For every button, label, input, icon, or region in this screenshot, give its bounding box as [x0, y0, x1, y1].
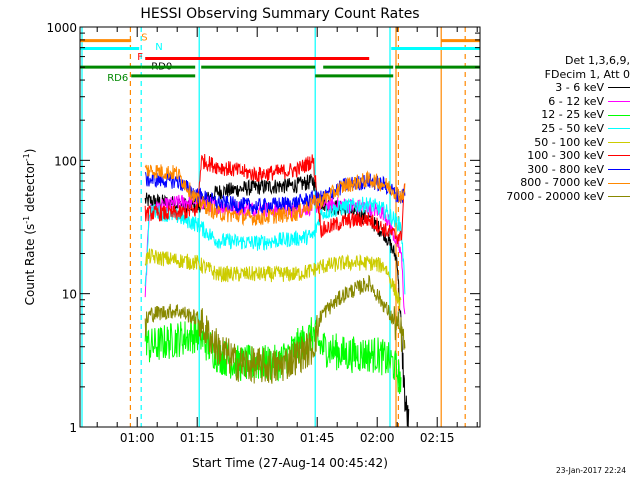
legend-label: 12 - 25 keV: [541, 108, 604, 122]
legend-label: 25 - 50 keV: [541, 121, 604, 135]
x-tick-label-01-45: 01:45: [300, 431, 335, 445]
legend-swatch: [608, 196, 630, 198]
series-25-50-kev: [144, 196, 406, 295]
series-6-12-kev: [144, 193, 406, 315]
legend-swatch: [608, 182, 630, 184]
legend-swatch: [608, 141, 630, 143]
legend-swatch: [608, 87, 630, 89]
x-tick-label-01-30: 01:30: [240, 431, 275, 445]
legend-entry-50-100-kev: 50 - 100 keV: [478, 136, 630, 150]
series-800-7000-kev: [144, 164, 406, 227]
legend-entry-3-6-kev: 3 - 6 keV: [478, 81, 630, 95]
timestamp: 23-Jan-2017 22:24: [556, 466, 627, 475]
y-axis-label: Count Rate (s-1 detector-1): [22, 149, 37, 306]
x-axis-label: Start Time (27-Aug-14 00:45:42): [192, 456, 388, 470]
legend-swatch: [608, 114, 630, 116]
y-tick-label-1: 1: [69, 421, 77, 435]
series-7000-20000-kev: [144, 274, 406, 384]
y-tick-label-10: 10: [62, 288, 77, 302]
legend-label: 300 - 800 keV: [527, 162, 604, 176]
flag-label-s: S: [141, 32, 147, 43]
chart-title: HESSI Observing Summary Count Rates: [140, 6, 419, 22]
legend-header-line-2: FDecim 1, Att 0: [544, 67, 630, 81]
legend-label: 7000 - 20000 keV: [506, 189, 604, 203]
series-12-25-kev: [144, 316, 402, 395]
flag-label-rd6: RD6: [107, 73, 128, 84]
legend-entry-100-300-kev: 100 - 300 keV: [478, 149, 630, 163]
legend-label: 100 - 300 keV: [527, 149, 604, 163]
legend-entry-800-7000-kev: 800 - 7000 keV: [478, 176, 630, 190]
legend-label: 3 - 6 keV: [555, 81, 604, 95]
flag-label-f: F: [137, 52, 143, 63]
legend-swatch: [608, 155, 630, 157]
legend-header-line-1: Det 1,3,6,9,: [564, 54, 630, 67]
y-axis: 1 10 100 1000: [46, 21, 480, 435]
x-tick-label-01-00: 01:00: [120, 431, 155, 445]
series-50-100-kev: [144, 248, 402, 309]
x-tick-label-01-15: 01:15: [180, 431, 215, 445]
legend-label: 800 - 7000 keV: [520, 176, 604, 190]
legend-swatch: [608, 128, 630, 130]
y-tick-label-100: 100: [54, 154, 77, 168]
legend-label: 6 - 12 keV: [548, 94, 604, 108]
legend-entry-300-800-kev: 300 - 800 keV: [478, 163, 630, 177]
legend-entry-12-25-kev: 12 - 25 keV: [478, 108, 630, 122]
y-tick-label-1000: 1000: [46, 21, 77, 35]
legend: Det 1,3,6,9, FDecim 1, Att 0 3 - 6 keV 6 …: [478, 54, 630, 204]
legend-entry-25-50-kev: 25 - 50 keV: [478, 122, 630, 136]
legend-swatch: [608, 101, 630, 103]
x-tick-label-02-15: 02:15: [420, 431, 455, 445]
legend-entries: 3 - 6 keV 6 - 12 keV 12 - 25 keV 25 - 50 ke…: [478, 81, 630, 203]
x-tick-label-02-00: 02:00: [360, 431, 395, 445]
legend-swatch: [608, 169, 630, 171]
plot-frame: [79, 26, 481, 428]
legend-entry-6-12-kev: 6 - 12 keV: [478, 95, 630, 109]
flag-label-n: N: [155, 42, 162, 53]
series-100-300-kev: [144, 153, 406, 245]
legend-entry-7000-20000-kev: 7000 - 20000 keV: [478, 190, 630, 204]
plot-area: SNFRD0RD6: [80, 27, 480, 428]
legend-label: 50 - 100 keV: [534, 135, 604, 149]
x-axis: 01:00 01:15 01:30 01:45 02:00 02:15: [96, 27, 478, 445]
